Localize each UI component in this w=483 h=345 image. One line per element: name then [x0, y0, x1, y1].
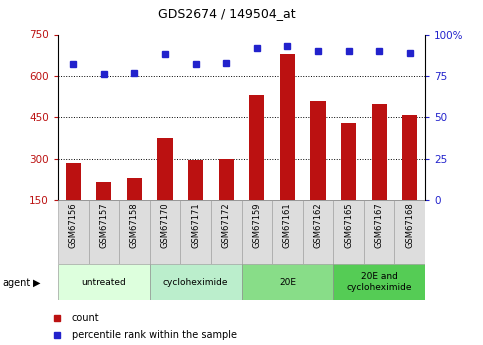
Bar — [180, 200, 211, 264]
Text: 20E and
cycloheximide: 20E and cycloheximide — [346, 272, 412, 292]
Bar — [219, 159, 234, 242]
Text: GSM67170: GSM67170 — [160, 202, 170, 248]
Bar — [280, 54, 295, 241]
Bar — [66, 163, 81, 242]
Bar — [311, 101, 326, 242]
Bar — [341, 123, 356, 242]
Bar — [272, 200, 303, 264]
Bar — [96, 182, 112, 241]
Text: agent: agent — [2, 278, 30, 288]
Bar — [211, 200, 242, 264]
Bar — [402, 115, 417, 242]
Bar — [242, 200, 272, 264]
Text: GSM67161: GSM67161 — [283, 202, 292, 248]
Bar — [303, 200, 333, 264]
Text: GSM67159: GSM67159 — [252, 202, 261, 247]
Text: untreated: untreated — [82, 277, 126, 287]
Bar — [58, 200, 88, 264]
Text: GSM67168: GSM67168 — [405, 202, 414, 248]
Text: GSM67172: GSM67172 — [222, 202, 231, 248]
Bar — [333, 200, 364, 264]
Bar — [242, 264, 333, 300]
Bar — [150, 200, 180, 264]
Bar — [371, 104, 387, 242]
Bar — [150, 264, 242, 300]
Text: 20E: 20E — [279, 277, 296, 287]
Bar — [333, 264, 425, 300]
Text: count: count — [71, 313, 99, 323]
Bar — [119, 200, 150, 264]
Text: GSM67171: GSM67171 — [191, 202, 200, 248]
Bar — [395, 200, 425, 264]
Bar — [249, 95, 265, 242]
Text: GSM67158: GSM67158 — [130, 202, 139, 248]
Text: GSM67167: GSM67167 — [375, 202, 384, 248]
Text: ▶: ▶ — [33, 278, 41, 288]
Text: GDS2674 / 149504_at: GDS2674 / 149504_at — [158, 7, 296, 20]
Text: GSM67162: GSM67162 — [313, 202, 323, 248]
Bar — [88, 200, 119, 264]
Text: cycloheximide: cycloheximide — [163, 277, 228, 287]
Text: GSM67156: GSM67156 — [69, 202, 78, 248]
Text: percentile rank within the sample: percentile rank within the sample — [71, 331, 237, 340]
Bar — [157, 138, 173, 241]
Bar — [364, 200, 395, 264]
Bar — [127, 178, 142, 242]
Bar — [58, 264, 150, 300]
Text: GSM67157: GSM67157 — [99, 202, 108, 248]
Text: GSM67165: GSM67165 — [344, 202, 353, 248]
Bar — [188, 160, 203, 242]
